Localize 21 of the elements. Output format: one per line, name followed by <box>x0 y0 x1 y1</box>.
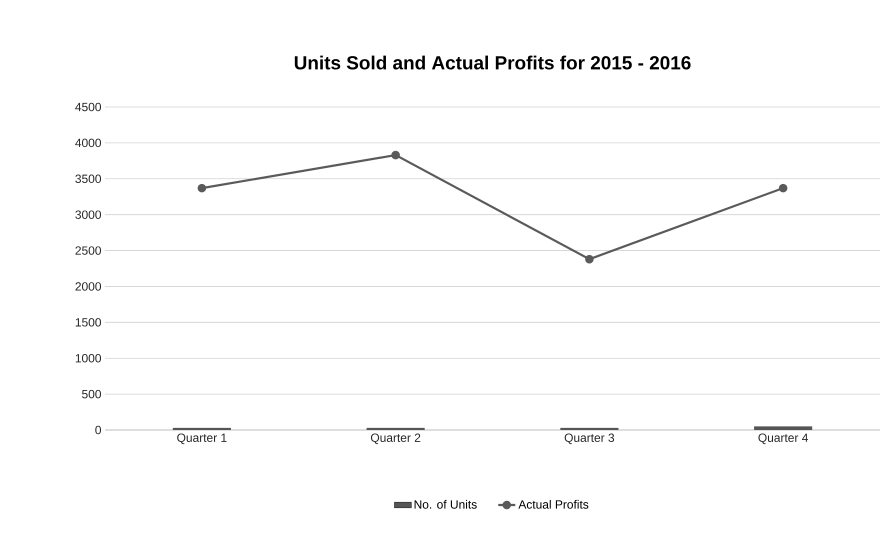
y-tick-label: 0 <box>95 426 102 434</box>
x-tick-label: Quarter 3 <box>564 434 614 444</box>
y-tick-label: 500 <box>82 390 102 398</box>
y-tick-label: 4000 <box>75 138 102 148</box>
legend-label: No. of Units <box>414 500 477 509</box>
y-tick-label: 1000 <box>76 354 102 362</box>
point <box>198 184 206 192</box>
x-tick-label: Quarter 4 <box>758 434 808 444</box>
y-tick-label: 2500 <box>75 246 102 255</box>
legend-label: Actual Profits <box>518 500 588 509</box>
y-tick-label: 3500 <box>75 174 102 183</box>
chart-title: Units Sold and Actual Profits for 2015 - 2016 <box>294 56 691 70</box>
y-tick-label: 3000 <box>75 210 102 219</box>
x-tick-label: Quarter 1 <box>177 434 227 444</box>
point <box>391 150 400 160</box>
y-tick-label: 2000 <box>75 282 102 291</box>
y-tick-label: 4500 <box>75 102 102 112</box>
x-tick-label: Quarter 2 <box>370 434 420 444</box>
point <box>778 184 788 192</box>
y-tick-label: 1500 <box>76 318 102 327</box>
point <box>585 254 594 264</box>
